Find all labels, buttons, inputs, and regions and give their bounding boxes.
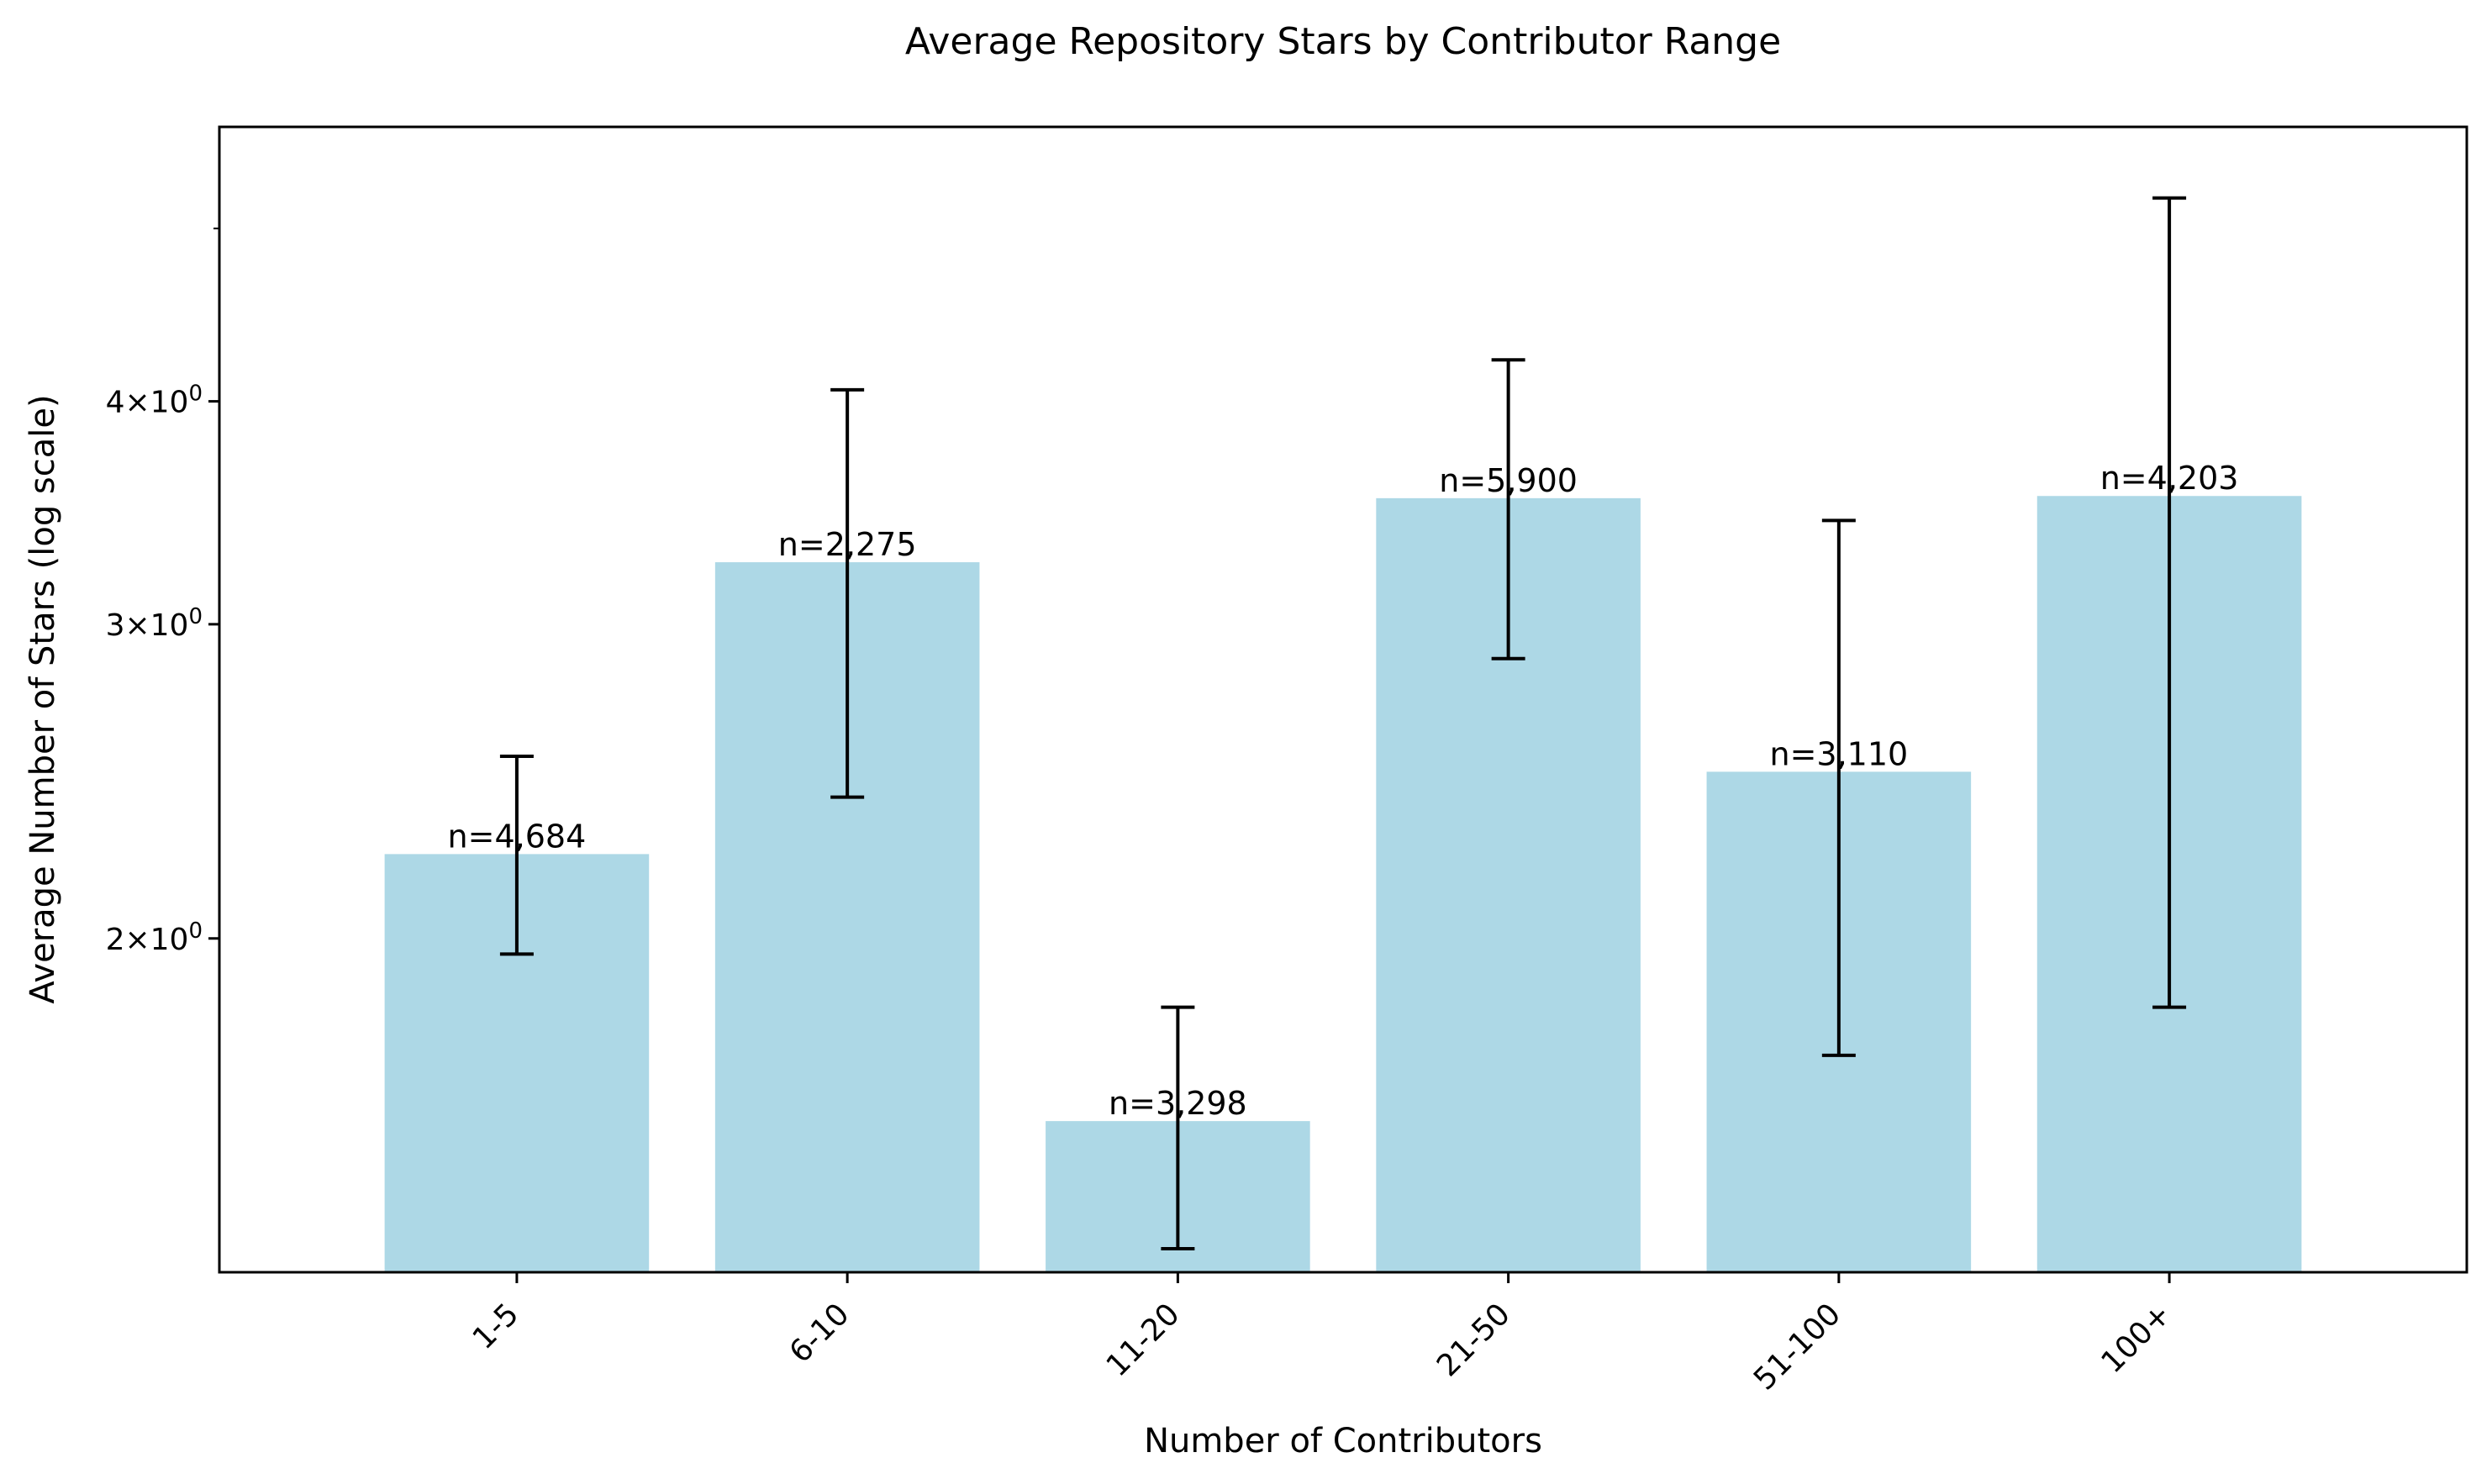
bar-label: n=2,275 — [778, 526, 917, 563]
bar-label: n=3,298 — [1109, 1085, 1247, 1122]
bar-label: n=3,110 — [1769, 735, 1908, 772]
y-tick-label: 2×100 — [106, 918, 203, 957]
bar-labels-layer: n=4,684 n=2,275 n=3,298 n=5,900 n=3,110 n=4,2… — [448, 460, 2239, 1122]
bar-label: n=4,203 — [2100, 460, 2239, 497]
x-axis-label: Number of Contributors — [1144, 1422, 1542, 1460]
y-tick-label: 3×100 — [106, 604, 203, 643]
bar-label: n=5,900 — [1439, 462, 1578, 499]
bar-label: n=4,684 — [448, 818, 587, 855]
chart-title: Average Repository Stars by Contributor … — [905, 20, 1781, 63]
y-tick-label: 4×100 — [106, 382, 203, 420]
y-axis-label: Average Number of Stars (log scale) — [24, 394, 62, 1003]
bars-layer — [384, 496, 2302, 1272]
plot-frame — [218, 125, 2468, 1274]
y-axis-ticks: 2×100 3×100 4×100 — [106, 227, 219, 957]
error-bars-layer — [499, 196, 2187, 1251]
